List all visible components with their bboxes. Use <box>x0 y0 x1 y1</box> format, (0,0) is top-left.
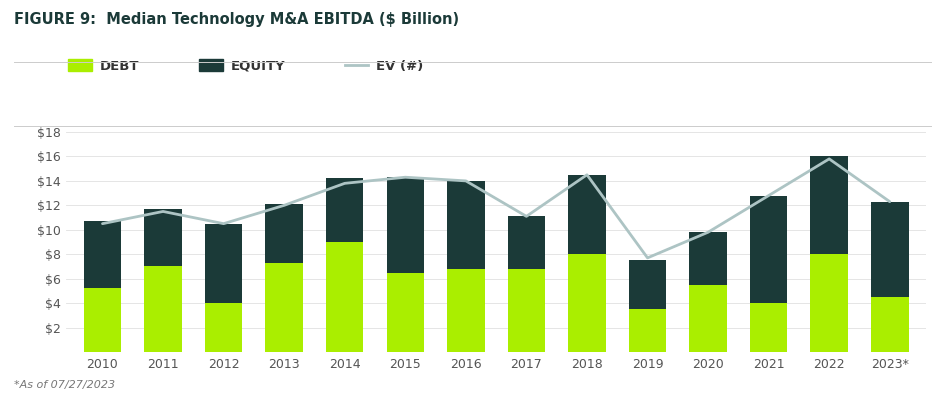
Bar <box>84 221 121 288</box>
Bar <box>870 297 907 352</box>
Text: *As of 07/27/2023: *As of 07/27/2023 <box>14 380 115 390</box>
Bar <box>144 209 181 266</box>
Bar <box>688 232 726 285</box>
Bar <box>750 303 786 352</box>
Bar <box>750 196 786 303</box>
Legend: DEBT, EQUITY, EV (#): DEBT, EQUITY, EV (#) <box>68 59 423 73</box>
Bar <box>144 266 181 352</box>
Bar <box>205 303 242 352</box>
Bar <box>688 285 726 352</box>
Bar <box>567 175 605 254</box>
Bar <box>810 254 847 352</box>
Bar <box>265 204 303 263</box>
Bar <box>386 177 424 272</box>
Bar <box>507 269 545 352</box>
Bar <box>447 181 484 269</box>
Bar <box>870 202 907 297</box>
Bar <box>386 272 424 352</box>
Bar <box>628 260 666 309</box>
Bar <box>326 242 363 352</box>
Bar <box>628 309 666 352</box>
Bar <box>810 156 847 254</box>
Bar <box>447 269 484 352</box>
Bar <box>507 216 545 269</box>
Bar <box>84 288 121 352</box>
Bar <box>326 178 363 242</box>
Bar <box>567 254 605 352</box>
Bar <box>205 224 242 303</box>
Text: FIGURE 9:  Median Technology M&A EBITDA ($ Billion): FIGURE 9: Median Technology M&A EBITDA (… <box>14 12 459 27</box>
Bar <box>265 263 303 352</box>
